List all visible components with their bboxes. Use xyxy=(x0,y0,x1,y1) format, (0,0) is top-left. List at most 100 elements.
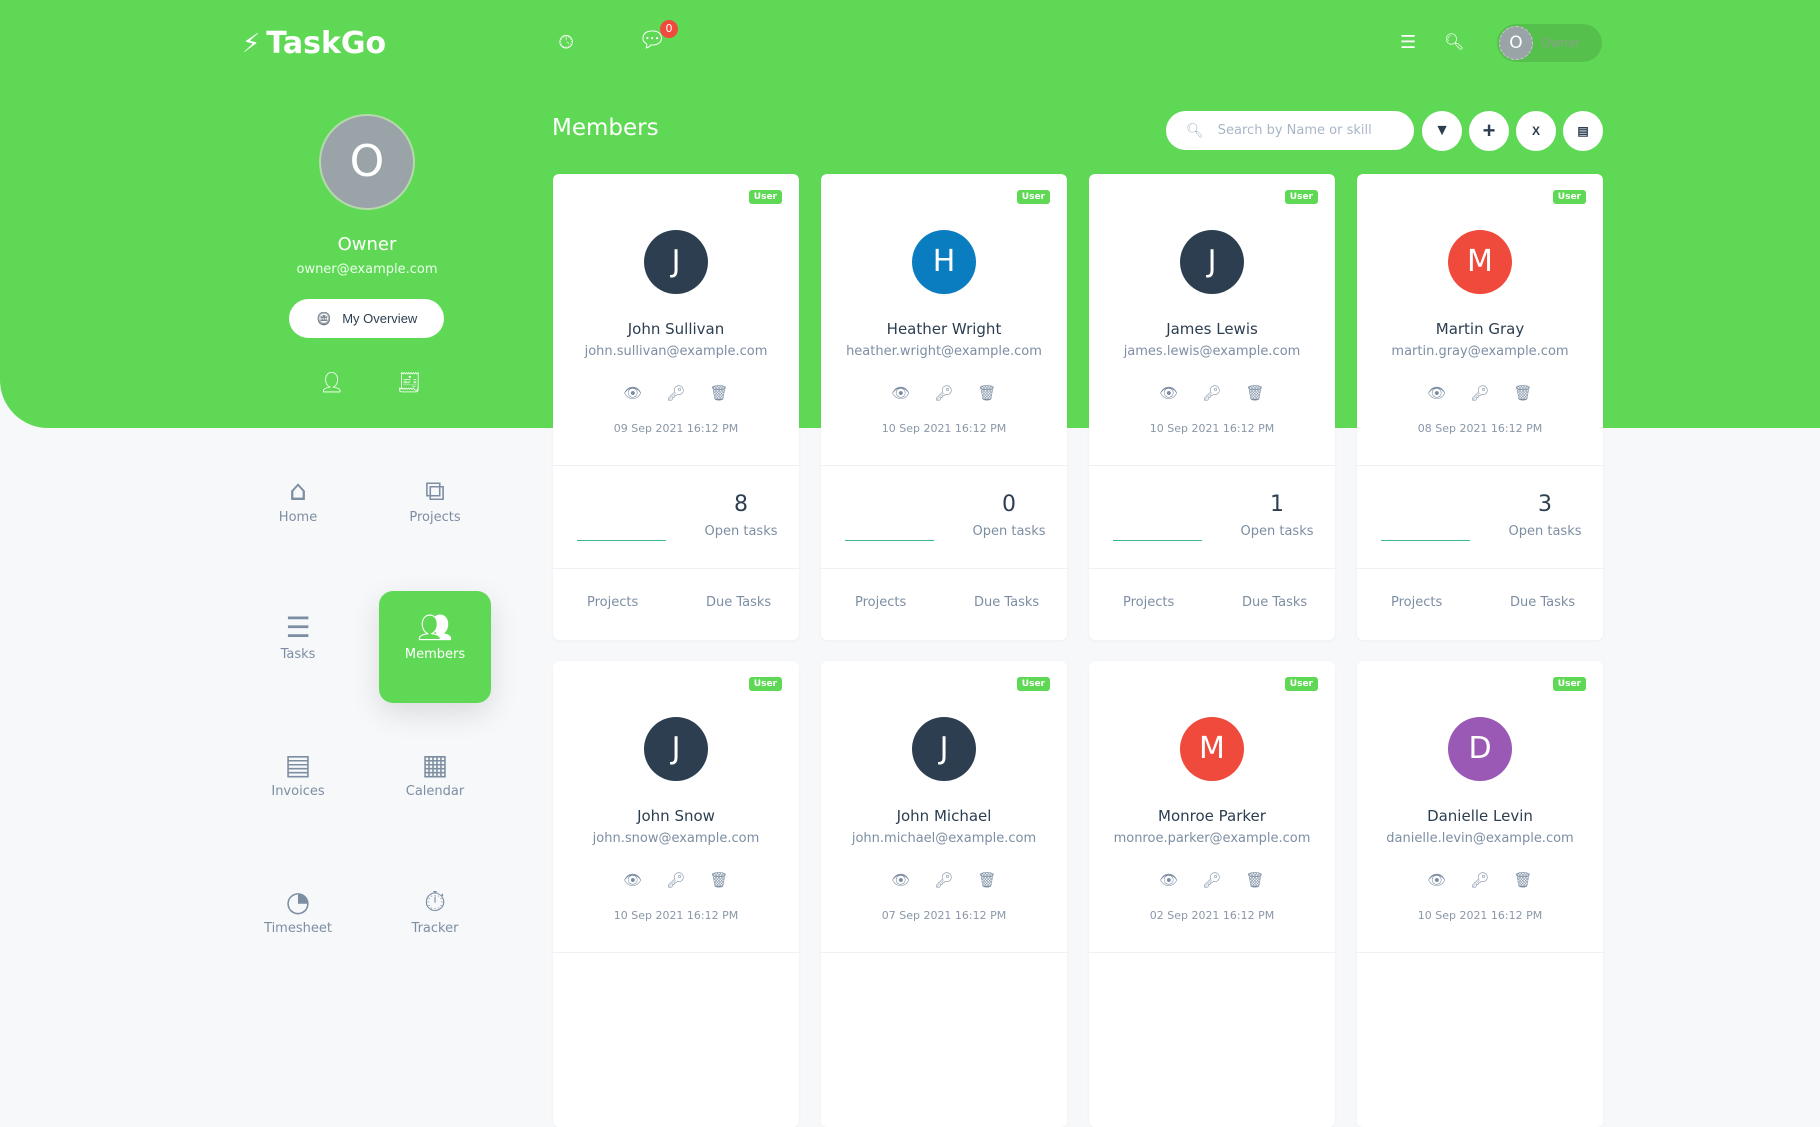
member-email: john.sullivan@example.com xyxy=(584,344,768,359)
sidebar-item-projects[interactable]: ⧉ Projects xyxy=(379,454,491,566)
eye-icon[interactable]: 👁︎ xyxy=(623,871,643,889)
my-overview-button[interactable]: 🪙︎ My Overview xyxy=(289,299,444,338)
clock-icon[interactable]: 🕓︎ xyxy=(559,32,574,53)
open-tasks-count: 3 xyxy=(1538,492,1552,517)
key-icon[interactable]: 🔑︎ xyxy=(666,871,686,889)
calendar-icon: ▦ xyxy=(421,748,449,781)
role-badge: User xyxy=(1552,677,1586,691)
avatar: H xyxy=(912,230,976,294)
divider xyxy=(821,568,1067,569)
trash-icon[interactable]: 🗑︎ xyxy=(1245,384,1265,402)
sidebar-item-invoices[interactable]: ▤ Invoices xyxy=(242,728,354,840)
divider xyxy=(1357,952,1603,953)
eye-icon[interactable]: 👁︎ xyxy=(623,384,643,402)
progress-line xyxy=(845,540,934,541)
due-tasks-link[interactable]: Due Tasks xyxy=(1242,595,1308,610)
key-icon[interactable]: 🔑︎ xyxy=(1202,384,1222,402)
key-icon[interactable]: 🔑︎ xyxy=(934,384,954,402)
add-member-button[interactable]: + xyxy=(1469,111,1509,151)
role-badge: User xyxy=(748,677,782,691)
member-email: danielle.levin@example.com xyxy=(1386,831,1574,846)
created-date: 08 Sep 2021 16:12 PM xyxy=(1417,422,1543,435)
progress-line xyxy=(1113,540,1202,541)
sidebar-item-members[interactable]: 👥︎ Members xyxy=(379,591,491,703)
sidebar-item-home[interactable]: ⌂ Home xyxy=(242,454,354,566)
member-card: User J James Lewis james.lewis@example.c… xyxy=(1089,174,1335,640)
divider xyxy=(1089,568,1335,569)
key-icon[interactable]: 🔑︎ xyxy=(934,871,954,889)
member-name[interactable]: James Lewis xyxy=(1166,320,1258,338)
sidebar-item-calendar[interactable]: ▦ Calendar xyxy=(379,728,491,840)
export-csv-button[interactable]: ▤ xyxy=(1563,111,1603,151)
profile-name: Owner xyxy=(337,234,397,255)
eye-icon[interactable]: 👁︎ xyxy=(891,871,911,889)
member-name[interactable]: John Michael xyxy=(896,807,992,825)
sidebar-item-tasks[interactable]: ☰ Tasks xyxy=(242,591,354,703)
member-name[interactable]: Martin Gray xyxy=(1435,320,1525,338)
open-tasks-label: Open tasks xyxy=(972,524,1046,539)
projects-link[interactable]: Projects xyxy=(855,595,907,610)
search-icon: 🔍︎ xyxy=(1186,122,1204,139)
stopwatch-icon: ⏱︎ xyxy=(424,885,446,918)
key-icon[interactable]: 🔑︎ xyxy=(1470,384,1490,402)
projects-link[interactable]: Projects xyxy=(1123,595,1175,610)
member-card: User D Danielle Levin danielle.levin@exa… xyxy=(1357,661,1603,1127)
user-icon[interactable]: 👤︎ xyxy=(319,370,345,394)
menu-icon[interactable]: ☰ xyxy=(1400,32,1417,53)
member-email: martin.gray@example.com xyxy=(1391,344,1569,359)
member-name[interactable]: Danielle Levin xyxy=(1427,807,1533,825)
key-icon[interactable]: 🔑︎ xyxy=(1470,871,1490,889)
divider xyxy=(553,952,799,953)
eye-icon[interactable]: 👁︎ xyxy=(1427,871,1447,889)
export-excel-button[interactable]: X xyxy=(1516,111,1556,151)
projects-link[interactable]: Projects xyxy=(587,595,639,610)
avatar: M xyxy=(1448,230,1512,294)
key-icon[interactable]: 🔑︎ xyxy=(666,384,686,402)
home-icon: ⌂ xyxy=(289,474,307,507)
role-badge: User xyxy=(1016,677,1050,691)
avatar: J xyxy=(644,230,708,294)
due-tasks-link[interactable]: Due Tasks xyxy=(706,595,772,610)
trash-icon[interactable]: 🗑︎ xyxy=(1513,871,1533,889)
search-icon[interactable]: 🔍︎ xyxy=(1444,32,1465,51)
created-date: 09 Sep 2021 16:12 PM xyxy=(613,422,739,435)
trash-icon[interactable]: 🗑︎ xyxy=(977,384,997,402)
logo[interactable]: ⚡ TaskGo xyxy=(242,26,387,61)
eye-icon[interactable]: 👁︎ xyxy=(1159,871,1179,889)
member-name[interactable]: Heather Wright xyxy=(886,320,1002,338)
filter-button[interactable]: ▼ xyxy=(1422,111,1462,151)
avatar: J xyxy=(912,717,976,781)
open-tasks-label: Open tasks xyxy=(1508,524,1582,539)
trash-icon[interactable]: 🗑︎ xyxy=(709,871,729,889)
key-icon[interactable]: 🔑︎ xyxy=(1202,871,1222,889)
divider xyxy=(821,952,1067,953)
due-tasks-link[interactable]: Due Tasks xyxy=(1510,595,1576,610)
divider xyxy=(1089,465,1335,466)
member-email: monroe.parker@example.com xyxy=(1113,831,1311,846)
member-card: User J John Michael john.michael@example… xyxy=(821,661,1067,1127)
sidebar-item-tracker[interactable]: ⏱︎ Tracker xyxy=(379,865,491,977)
trash-icon[interactable]: 🗑︎ xyxy=(709,384,729,402)
member-email: heather.wright@example.com xyxy=(846,344,1042,359)
projects-link[interactable]: Projects xyxy=(1391,595,1443,610)
members-icon: 👥︎ xyxy=(417,611,453,644)
trash-icon[interactable]: 🗑︎ xyxy=(977,871,997,889)
role-badge: User xyxy=(1284,190,1318,204)
member-name[interactable]: John Snow xyxy=(637,807,715,825)
search-input[interactable] xyxy=(1217,123,1398,138)
trash-icon[interactable]: 🗑︎ xyxy=(1245,871,1265,889)
sidebar-item-timesheet[interactable]: ◔ Timesheet xyxy=(242,865,354,977)
receipt-icon[interactable]: 🧾︎ xyxy=(396,370,422,394)
trash-icon[interactable]: 🗑︎ xyxy=(1513,384,1533,402)
member-card: User J John Snow john.snow@example.com 👁… xyxy=(553,661,799,1127)
eye-icon[interactable]: 👁︎ xyxy=(891,384,911,402)
eye-icon[interactable]: 👁︎ xyxy=(1427,384,1447,402)
member-name[interactable]: John Sullivan xyxy=(627,320,725,338)
user-menu[interactable]: O Owner xyxy=(1497,24,1602,62)
due-tasks-link[interactable]: Due Tasks xyxy=(974,595,1040,610)
coins-icon: 🪙︎ xyxy=(315,310,333,326)
member-name[interactable]: Monroe Parker xyxy=(1158,807,1266,825)
eye-icon[interactable]: 👁︎ xyxy=(1159,384,1179,402)
search-box[interactable]: 🔍︎ xyxy=(1166,111,1414,150)
created-date: 10 Sep 2021 16:12 PM xyxy=(613,909,739,922)
